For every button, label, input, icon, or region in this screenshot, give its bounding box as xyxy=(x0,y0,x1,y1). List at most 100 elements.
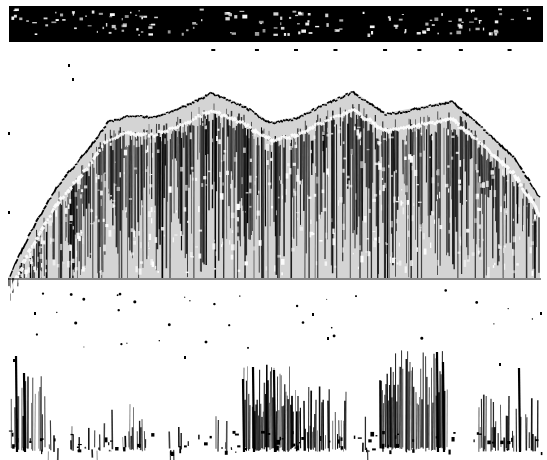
upper-white-noise xyxy=(249,205,252,208)
upper-white-noise xyxy=(416,184,419,186)
upper-white-noise xyxy=(420,132,423,135)
lower-bottom-noise xyxy=(260,430,265,434)
top-band-highlight xyxy=(475,27,480,31)
upper-crest-line xyxy=(84,149,89,154)
upper-crest-line xyxy=(24,238,29,245)
top-band-highlight xyxy=(280,26,285,30)
upper-crest-line xyxy=(477,123,481,127)
upper-white-noise xyxy=(394,196,396,202)
top-band-highlight xyxy=(258,20,264,24)
upper-white-noise xyxy=(237,236,240,241)
upper-crest-line xyxy=(389,112,393,115)
top-band xyxy=(9,6,543,51)
upper-white-noise xyxy=(254,181,256,185)
upper-white-ridge xyxy=(388,128,393,132)
upper-crest-line xyxy=(308,111,312,114)
upper-white-noise xyxy=(237,269,241,272)
lower-bottom-noise xyxy=(478,433,482,435)
upper-white-noise xyxy=(217,128,220,131)
gap-noise-speck xyxy=(204,340,208,344)
top-band-highlight xyxy=(96,30,98,33)
upper-white-ridge xyxy=(334,114,338,118)
lower-bottom-noise xyxy=(368,439,372,443)
upper-white-ridge xyxy=(237,119,243,125)
top-band-highlight xyxy=(280,22,282,26)
upper-crest-line xyxy=(183,105,187,108)
top-band-highlight xyxy=(478,21,481,24)
upper-white-noise xyxy=(151,261,154,267)
upper-white-noise xyxy=(40,237,43,245)
upper-white-noise xyxy=(146,145,149,153)
upper-white-noise xyxy=(377,140,381,145)
upper-white-ridge xyxy=(115,134,121,140)
upper-white-noise xyxy=(97,219,100,223)
upper-white-ridge xyxy=(141,131,147,137)
upper-crest-line xyxy=(409,108,414,112)
upper-white-noise xyxy=(389,220,393,228)
upper-white-noise xyxy=(512,270,516,274)
upper-white-ridge xyxy=(479,142,484,147)
upper-white-noise xyxy=(97,189,100,191)
upper-white-noise xyxy=(405,185,409,193)
upper-white-noise xyxy=(401,202,404,204)
upper-white-noise xyxy=(194,177,198,181)
upper-white-noise xyxy=(141,205,144,208)
upper-white-noise xyxy=(220,160,223,162)
top-band-highlight xyxy=(499,13,503,16)
upper-crest-line xyxy=(456,105,461,110)
top-band-highlight xyxy=(273,27,278,29)
upper-white-noise xyxy=(457,251,461,254)
upper-white-noise xyxy=(497,244,501,249)
upper-white-noise xyxy=(105,224,109,228)
upper-white-noise xyxy=(161,227,165,231)
upper-white-noise xyxy=(357,266,359,270)
lower-bottom-noise xyxy=(381,443,385,449)
upper-white-noise xyxy=(174,234,178,236)
upper-crest-line xyxy=(245,107,250,112)
upper-white-ridge xyxy=(24,254,29,259)
upper-white-noise xyxy=(291,236,294,240)
gap-noise-speck xyxy=(69,293,73,296)
upper-crest-line xyxy=(254,112,258,116)
gap-noise-speck xyxy=(184,296,186,298)
upper-crest-line xyxy=(14,258,19,265)
top-band-highlight xyxy=(307,13,311,16)
upper-white-ridge xyxy=(155,132,159,137)
upper-white-noise xyxy=(157,271,159,273)
top-band-highlight xyxy=(114,27,117,30)
upper-white-ridge xyxy=(510,169,516,175)
upper-white-noise xyxy=(74,267,76,273)
upper-white-noise xyxy=(311,231,314,236)
lower-bottom-noise xyxy=(234,433,239,436)
upper-crest-line xyxy=(433,103,437,107)
upper-crest-line xyxy=(285,118,289,122)
upper-white-ridge xyxy=(131,131,136,137)
upper-white-noise xyxy=(231,173,233,176)
upper-crest-line xyxy=(448,100,453,103)
top-band-highlight xyxy=(71,11,75,14)
top-band-highlight xyxy=(60,13,64,17)
upper-white-ridge xyxy=(102,140,107,145)
upper-white-ridge xyxy=(242,121,248,128)
lower-bottom-noise xyxy=(151,433,155,437)
top-band-highlight xyxy=(143,15,148,18)
upper-white-ridge xyxy=(349,107,354,113)
upper-white-noise xyxy=(293,190,297,196)
upper-white-noise xyxy=(359,140,361,146)
upper-white-noise xyxy=(368,208,371,213)
top-band-highlight xyxy=(186,29,189,32)
upper-white-noise xyxy=(215,251,218,256)
lower-bottom-noise xyxy=(535,439,539,442)
gap-noise-speck xyxy=(301,321,305,324)
upper-white-noise xyxy=(374,162,379,166)
upper-crest-line xyxy=(264,119,268,123)
upper-white-noise xyxy=(346,175,350,179)
top-band-highlight xyxy=(91,10,95,14)
upper-white-noise xyxy=(258,190,260,194)
top-band-highlight xyxy=(26,20,29,22)
upper-white-noise xyxy=(67,260,70,268)
upper-white-noise xyxy=(74,192,78,197)
upper-white-ridge xyxy=(401,125,406,131)
upper-crest-line xyxy=(230,101,234,104)
